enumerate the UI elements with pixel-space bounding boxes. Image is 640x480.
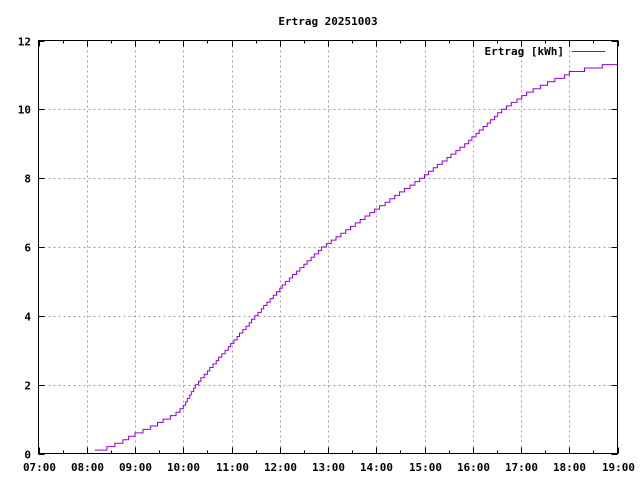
y-tick-label: 12 (18, 36, 31, 49)
chart-title: Ertrag 20251003 (278, 15, 377, 28)
y-tick-label: 6 (24, 242, 31, 255)
x-tick-label: 15:00 (409, 461, 442, 474)
plot-border (38, 40, 618, 454)
x-tick-label: 07:00 (23, 461, 56, 474)
x-tick-label: 11:00 (216, 461, 249, 474)
x-tick-label: 18:00 (553, 461, 586, 474)
x-tick-label: 12:00 (264, 461, 297, 474)
series-line-ertrag (94, 64, 618, 451)
y-tick-label: 8 (24, 173, 31, 186)
x-tick-label: 09:00 (119, 461, 152, 474)
x-tick-label: 08:00 (71, 461, 104, 474)
y-tick-label: 4 (24, 311, 31, 324)
tick-labels: 07:00 08:00 09:00 10:00 11:00 12:00 13:00 14:00… (18, 36, 635, 475)
x-tick-label: 13:00 (312, 461, 345, 474)
y-tick-label: 0 (24, 449, 31, 462)
y-tick-label: 2 (24, 380, 31, 393)
legend: Ertrag [kWh] (485, 45, 605, 58)
grid (38, 40, 618, 454)
x-tick-label: 14:00 (360, 461, 393, 474)
y-tick-label: 10 (18, 104, 31, 117)
x-tick-label: 16:00 (457, 461, 490, 474)
legend-label: Ertrag [kWh] (485, 45, 564, 58)
x-tick-label: 17:00 (505, 461, 538, 474)
x-tick-label: 10:00 (167, 461, 200, 474)
x-tick-label: 19:00 (602, 461, 635, 474)
